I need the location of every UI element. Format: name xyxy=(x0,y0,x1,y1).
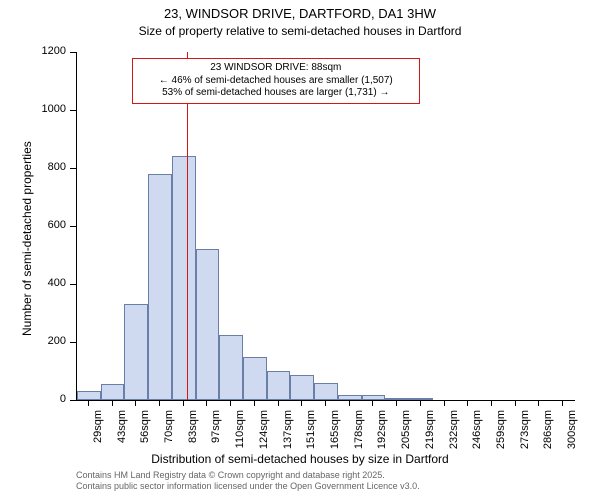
caption-line1: Contains HM Land Registry data © Crown c… xyxy=(76,470,420,481)
x-tick xyxy=(88,400,89,406)
histogram-bar xyxy=(148,174,172,400)
plot-area: 23 WINDSOR DRIVE: 88sqm← 46% of semi-det… xyxy=(76,52,575,401)
x-tick-label: 124sqm xyxy=(258,410,270,458)
y-tick-label: 1000 xyxy=(30,103,66,115)
chart-container: 23, WINDSOR DRIVE, DARTFORD, DA1 3HW Siz… xyxy=(0,0,600,500)
y-tick xyxy=(70,110,76,111)
histogram-bar xyxy=(196,249,220,400)
chart-title-line2: Size of property relative to semi-detach… xyxy=(0,24,600,38)
x-tick-label: 219sqm xyxy=(424,410,436,458)
x-tick-label: 273sqm xyxy=(519,410,531,458)
x-tick-label: 232sqm xyxy=(448,410,460,458)
y-tick-label: 1200 xyxy=(30,45,66,57)
x-tick-label: 56sqm xyxy=(139,410,151,458)
x-tick-label: 83sqm xyxy=(187,410,199,458)
x-tick-label: 205sqm xyxy=(400,410,412,458)
annotation-line: ← 46% of semi-detached houses are smalle… xyxy=(139,75,413,88)
x-tick-label: 70sqm xyxy=(163,410,175,458)
annotation-line: 53% of semi-detached houses are larger (… xyxy=(139,87,413,100)
property-marker-line xyxy=(187,52,188,400)
x-tick xyxy=(562,400,563,406)
x-tick xyxy=(444,400,445,406)
x-tick xyxy=(278,400,279,406)
y-tick-label: 200 xyxy=(30,335,66,347)
x-tick-label: 178sqm xyxy=(353,410,365,458)
y-tick-label: 400 xyxy=(30,277,66,289)
caption-line2: Contains public sector information licen… xyxy=(76,481,420,492)
histogram-bar xyxy=(77,391,101,400)
histogram-bar xyxy=(409,398,433,400)
histogram-bar xyxy=(267,371,291,400)
x-tick-label: 300sqm xyxy=(566,410,578,458)
x-tick-label: 286sqm xyxy=(542,410,554,458)
histogram-bar xyxy=(290,375,314,400)
x-tick-label: 97sqm xyxy=(210,410,222,458)
y-tick-label: 800 xyxy=(30,161,66,173)
histogram-bar xyxy=(101,384,125,400)
x-tick xyxy=(467,400,468,406)
chart-title-line1: 23, WINDSOR DRIVE, DARTFORD, DA1 3HW xyxy=(0,6,600,21)
x-tick xyxy=(206,400,207,406)
annotation-box: 23 WINDSOR DRIVE: 88sqm← 46% of semi-det… xyxy=(132,58,420,104)
x-tick xyxy=(491,400,492,406)
y-tick xyxy=(70,400,76,401)
y-tick xyxy=(70,168,76,169)
x-tick-label: 165sqm xyxy=(329,410,341,458)
x-tick xyxy=(349,400,350,406)
x-tick-label: 192sqm xyxy=(376,410,388,458)
x-tick xyxy=(538,400,539,406)
x-tick xyxy=(183,400,184,406)
x-tick xyxy=(325,400,326,406)
x-tick-label: 151sqm xyxy=(305,410,317,458)
x-tick xyxy=(159,400,160,406)
histogram-bar xyxy=(219,335,243,400)
y-tick-label: 600 xyxy=(30,219,66,231)
x-tick xyxy=(301,400,302,406)
y-tick xyxy=(70,284,76,285)
y-tick xyxy=(70,52,76,53)
x-tick xyxy=(112,400,113,406)
histogram-bar xyxy=(314,383,338,400)
x-tick xyxy=(420,400,421,406)
y-tick xyxy=(70,226,76,227)
x-tick xyxy=(372,400,373,406)
x-tick xyxy=(230,400,231,406)
caption: Contains HM Land Registry data © Crown c… xyxy=(76,470,420,493)
x-tick xyxy=(135,400,136,406)
x-tick-label: 246sqm xyxy=(471,410,483,458)
y-tick-label: 0 xyxy=(30,393,66,405)
histogram-bar xyxy=(243,357,267,401)
x-tick xyxy=(515,400,516,406)
x-tick-label: 29sqm xyxy=(92,410,104,458)
x-tick xyxy=(254,400,255,406)
histogram-bar xyxy=(124,304,148,400)
annotation-line: 23 WINDSOR DRIVE: 88sqm xyxy=(139,62,413,75)
x-tick-label: 259sqm xyxy=(495,410,507,458)
y-tick xyxy=(70,342,76,343)
x-tick xyxy=(396,400,397,406)
x-tick-label: 43sqm xyxy=(116,410,128,458)
histogram-bar xyxy=(172,156,196,400)
x-axis-title: Distribution of semi-detached houses by … xyxy=(0,452,600,466)
x-tick-label: 110sqm xyxy=(234,410,246,458)
x-tick-label: 137sqm xyxy=(282,410,294,458)
